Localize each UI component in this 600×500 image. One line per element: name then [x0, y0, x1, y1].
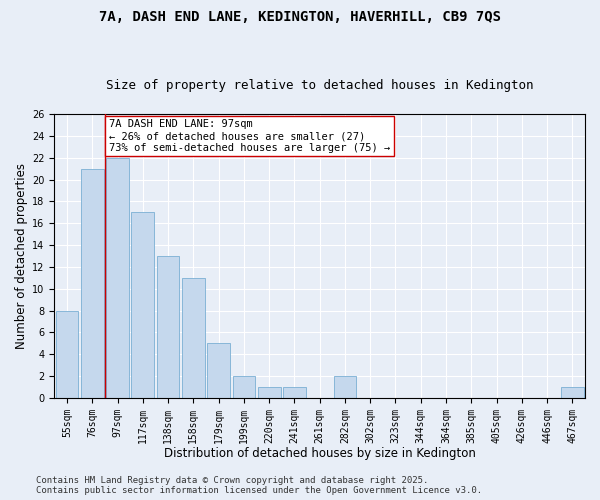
Text: 7A, DASH END LANE, KEDINGTON, HAVERHILL, CB9 7QS: 7A, DASH END LANE, KEDINGTON, HAVERHILL,… [99, 10, 501, 24]
Bar [258, 387, 281, 398]
Bar [157, 256, 179, 398]
Bar [561, 387, 584, 398]
Bar [106, 158, 129, 398]
Bar [56, 310, 79, 398]
Text: 7A DASH END LANE: 97sqm
← 26% of detached houses are smaller (27)
73% of semi-de: 7A DASH END LANE: 97sqm ← 26% of detache… [109, 120, 390, 152]
Text: Contains HM Land Registry data © Crown copyright and database right 2025.
Contai: Contains HM Land Registry data © Crown c… [36, 476, 482, 495]
Bar [283, 387, 306, 398]
Bar [131, 212, 154, 398]
X-axis label: Distribution of detached houses by size in Kedington: Distribution of detached houses by size … [164, 447, 476, 460]
Y-axis label: Number of detached properties: Number of detached properties [15, 163, 28, 349]
Title: Size of property relative to detached houses in Kedington: Size of property relative to detached ho… [106, 79, 533, 92]
Bar [207, 344, 230, 398]
Bar [81, 168, 104, 398]
Bar [182, 278, 205, 398]
Bar [334, 376, 356, 398]
Bar [233, 376, 255, 398]
